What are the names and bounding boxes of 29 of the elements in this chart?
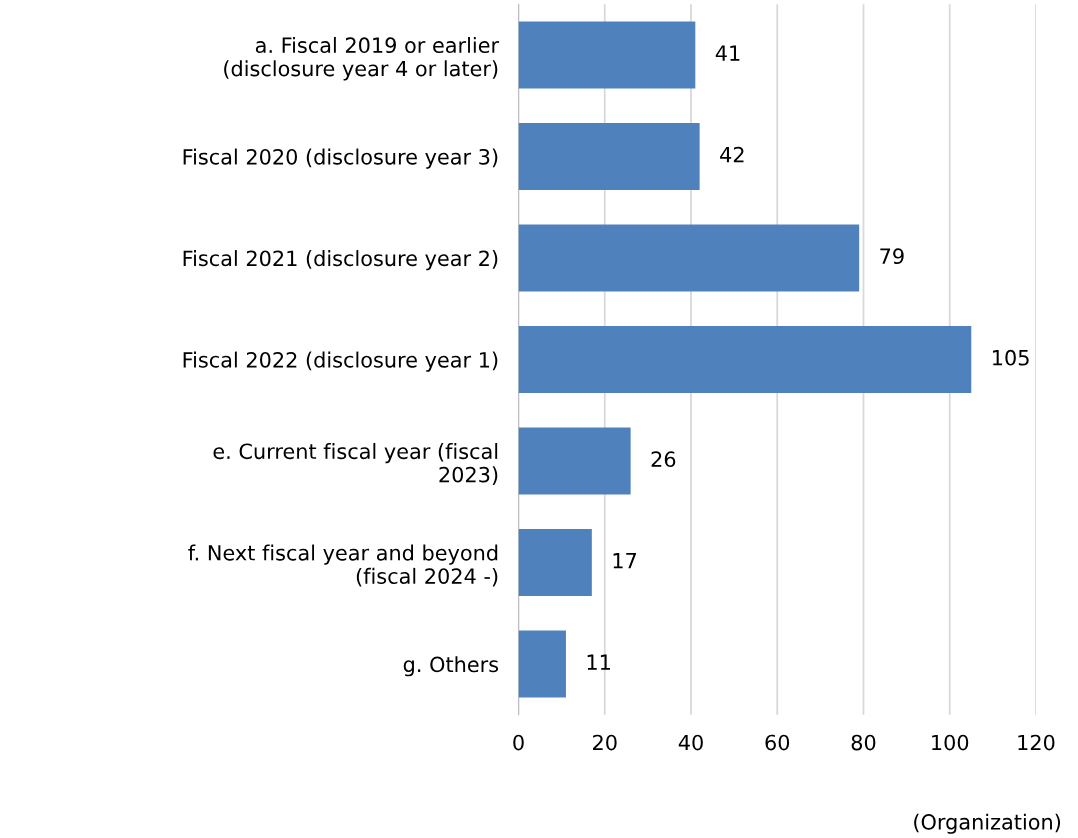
data-label: 26: [651, 451, 676, 468]
x-tick-label: 0: [513, 734, 524, 751]
x-tick-label: 120: [1018, 734, 1055, 751]
x-tick-label: 80: [851, 734, 876, 751]
data-label: 17: [613, 553, 636, 569]
data-label: 11: [587, 654, 610, 670]
x-tick-label: 60: [765, 734, 790, 751]
data-label: 105: [993, 349, 1029, 366]
bar: [518, 529, 592, 597]
bar: [518, 427, 631, 495]
y-tick-label: a. Fiscal 2019 or earlier (disclosure year 4 or later): [224, 36, 500, 81]
data-label: 42: [720, 146, 744, 163]
bar: [518, 122, 700, 190]
y-tick-label: Fiscal 2020 (disclosure year 3): [183, 148, 498, 169]
x-tick-label: 20: [593, 734, 617, 751]
y-tick-label: e. Current fiscal year (fiscal 2023): [213, 443, 498, 485]
data-label: 41: [715, 45, 740, 61]
y-tick-label: f. Next fiscal year and beyond (fiscal 2024 -): [188, 544, 498, 587]
y-tick-label: Fiscal 2021 (disclosure year 2): [183, 250, 498, 271]
x-tick-label: 100: [932, 734, 969, 751]
y-tick-label: Fiscal 2022 (disclosure year 1): [183, 351, 498, 372]
y-tick-label: g. Others: [403, 656, 499, 677]
bar: [518, 630, 566, 698]
x-axis-title: (Organization): [914, 813, 1061, 834]
data-label: 79: [880, 248, 904, 265]
bar: [518, 224, 860, 292]
bar: [518, 326, 972, 393]
x-tick-label: 40: [678, 734, 703, 751]
bar: [518, 21, 696, 89]
